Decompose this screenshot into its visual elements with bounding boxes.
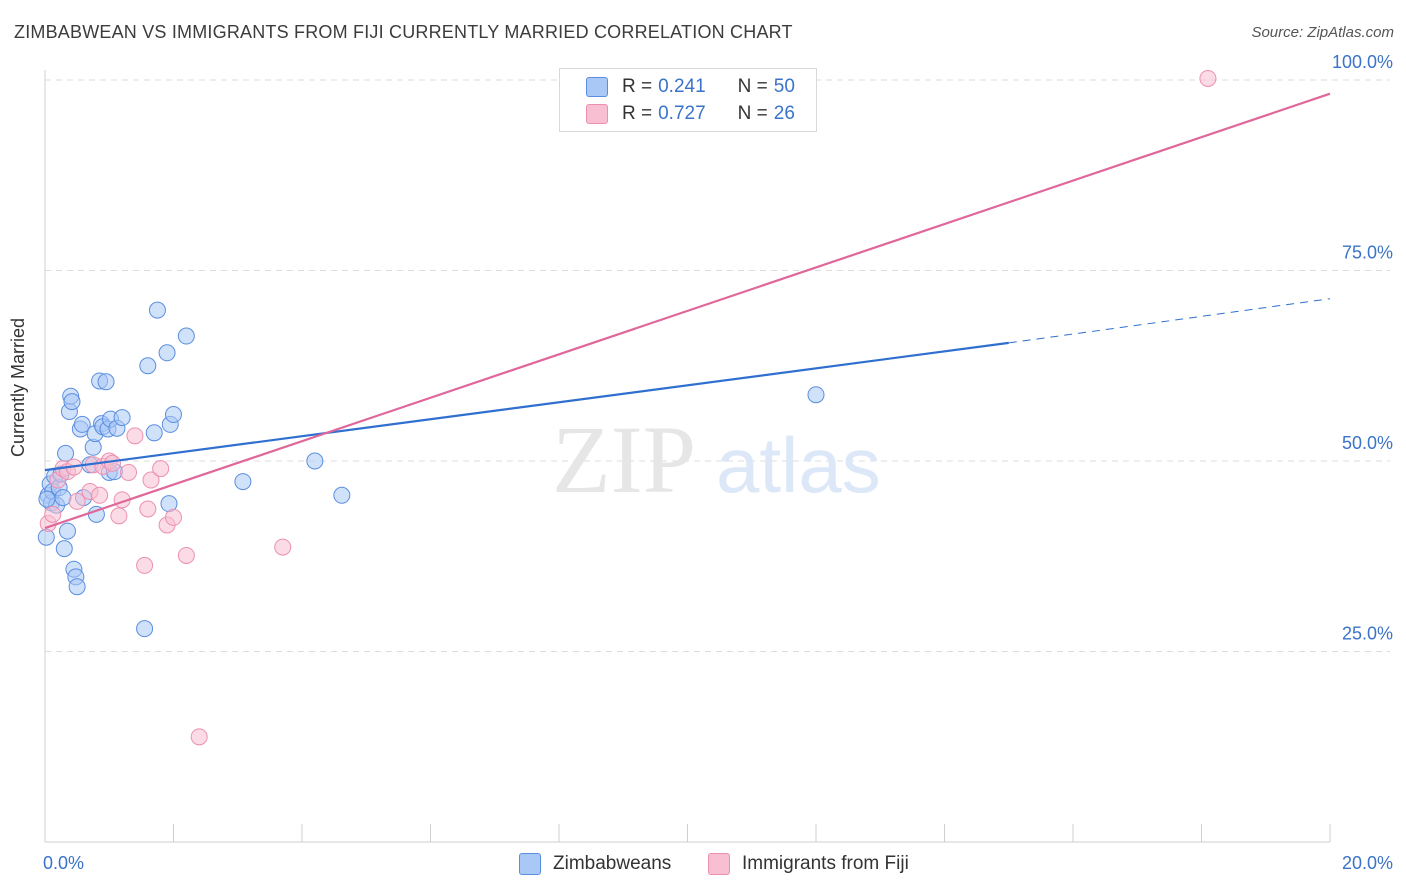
zimbabwean-point [68, 578, 86, 596]
zimbabwean-trend-line [44, 341, 1009, 472]
zimbabwean-point [177, 327, 195, 345]
zimbabwean-point [333, 486, 351, 504]
bottom-legend-swatch-blue [519, 853, 541, 875]
axes [44, 70, 1331, 843]
grid-lines [45, 79, 1390, 652]
zimbabwean-point [807, 386, 825, 404]
legend-r-value: 0.241 [658, 76, 706, 97]
legend-n-label: N = [737, 76, 768, 97]
zimbabwean-point [158, 344, 176, 362]
fiji-point [165, 508, 182, 526]
fiji-point [68, 492, 86, 510]
trend-lines [44, 92, 1331, 530]
y-tick-label: 25.0% [1342, 624, 1393, 644]
legend-r-label: R = [622, 76, 653, 97]
legend-swatch-pink [586, 104, 608, 124]
legend-r-value: 0.727 [658, 103, 706, 124]
source-label: Source: ZipAtlas.com [1251, 24, 1394, 41]
fiji-point [1199, 69, 1217, 87]
x-tick-label-max: 20.0% [1342, 853, 1393, 873]
zimbabwean-point [73, 415, 91, 433]
y-tick-label: 50.0% [1342, 433, 1393, 453]
zimbabwean-point [136, 620, 154, 638]
tick-labels: 25.0% 50.0% 75.0% 100.0% 0.0% 20.0% [43, 52, 1393, 873]
bottom-legend-label: Immigrants from Fiji [742, 853, 909, 874]
watermark: ZIP atlas [552, 406, 881, 513]
bottom-legend-zimbabweans: Zimbabweans [519, 851, 671, 877]
y-tick-label: 100.0% [1332, 52, 1393, 72]
watermark-zip: ZIP [552, 406, 696, 513]
legend-n-label: N = [737, 103, 768, 124]
zimbabwean-point [63, 393, 81, 411]
watermark-atlas: atlas [716, 421, 881, 509]
zimbabwean-point [145, 424, 163, 442]
legend-r-label: R = [622, 103, 653, 124]
fiji-point [110, 507, 128, 525]
legend-row-fiji: R = 0.727 N = 26 [586, 102, 795, 126]
fiji-point [103, 454, 121, 472]
fiji-point [142, 471, 160, 489]
fiji-point [152, 460, 170, 478]
zimbabwean-trend-extension [1008, 298, 1331, 344]
y-tick-label: 75.0% [1342, 243, 1393, 263]
bottom-legend-swatch-pink [708, 853, 730, 875]
fiji-point [91, 486, 109, 504]
zimbabwean-point [97, 373, 115, 391]
fiji-point [139, 500, 157, 518]
zimbabwean-point [165, 406, 182, 424]
fiji-point [274, 538, 292, 556]
y-axis-label: Currently Married [8, 317, 28, 457]
legend-n-value: 26 [773, 103, 795, 124]
legend-swatch-blue [586, 77, 608, 97]
x-tick-label-min: 0.0% [43, 853, 84, 873]
zimbabwean-point [57, 444, 75, 462]
zimbabwean-point [148, 301, 166, 319]
legend-row-zimbabweans: R = 0.241 N = 50 [586, 75, 795, 99]
zimbabwean-point [139, 357, 157, 375]
fiji-point [120, 463, 138, 481]
zimbabwean-point [234, 473, 252, 491]
zimbabwean-point [113, 409, 131, 427]
zimbabwean-point [306, 452, 324, 470]
zimbabwean-point [58, 522, 76, 540]
chart-title: ZIMBABWEAN VS IMMIGRANTS FROM FIJI CURRE… [14, 22, 793, 42]
points [37, 69, 1217, 746]
zimbabwean-point [38, 490, 56, 508]
legend-n-value: 50 [773, 76, 795, 97]
legend: R = 0.241 N = 50 R = 0.727 N = 26 [559, 68, 817, 132]
bottom-legend-fiji: Immigrants from Fiji [708, 851, 909, 877]
fiji-point [126, 427, 144, 445]
fiji-trend-line [44, 92, 1331, 530]
bottom-legend-label: Zimbabweans [553, 853, 672, 874]
zimbabwean-point [55, 540, 73, 558]
fiji-point [136, 556, 154, 574]
zimbabwean-point [54, 489, 72, 507]
fiji-point [190, 728, 208, 746]
fiji-point [44, 505, 62, 523]
fiji-point [177, 546, 195, 564]
